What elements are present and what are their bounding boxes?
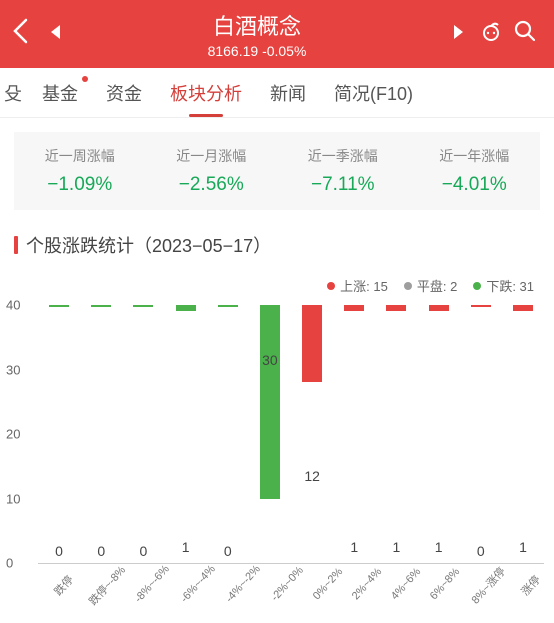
bar-col-11: 1 (502, 305, 544, 563)
tab-0[interactable]: 基金 (28, 68, 92, 117)
bar-chart: 00010301211101 跌停跌停~-8%-8%~-6%-6%~-4%-4%… (38, 303, 544, 603)
bar-col-10: 0 (460, 305, 502, 563)
bar-col-5: 30 (249, 305, 291, 563)
legend-down: 下跌: 31 (473, 276, 534, 295)
x-axis: 跌停跌停~-8%-8%~-6%-6%~-4%-4%~-2%-2%~0%0%~2%… (38, 563, 544, 603)
tab-4[interactable]: 简况(F10) (320, 68, 427, 117)
index-subtitle: 8166.19 -0.05% (70, 43, 444, 59)
robot-icon[interactable] (474, 20, 508, 49)
bar-col-7: 1 (333, 305, 375, 563)
top-bar: 白酒概念 8166.19 -0.05% (0, 0, 554, 68)
tab-3[interactable]: 新闻 (256, 68, 320, 117)
stat-0: 近一周涨幅−1.09% (14, 146, 146, 196)
chart-legend: 上涨: 15 平盘: 2 下跌: 31 (0, 276, 534, 295)
stat-1: 近一月涨幅−2.56% (146, 146, 278, 196)
bar-col-8: 1 (375, 305, 417, 563)
bar-col-6: 12 (291, 305, 333, 563)
swatch-up (327, 282, 335, 290)
search-icon[interactable] (508, 19, 542, 50)
bar-col-3: 1 (165, 305, 207, 563)
swatch-down (473, 282, 481, 290)
next-icon[interactable] (444, 23, 474, 46)
page-title: 白酒概念 (70, 9, 444, 41)
tab-2[interactable]: 板块分析 (156, 68, 256, 117)
legend-up: 上涨: 15 (327, 276, 388, 295)
tab-bar: 殳 基金资金板块分析新闻简况(F10) (0, 68, 554, 118)
swatch-flat (404, 282, 412, 290)
period-stats: 近一周涨幅−1.09%近一月涨幅−2.56%近一季涨幅−7.11%近一年涨幅−4… (14, 132, 540, 210)
tab-partial[interactable]: 殳 (4, 68, 28, 117)
back-icon[interactable] (12, 18, 40, 51)
bar-col-1: 0 (80, 305, 122, 563)
legend-flat: 平盘: 2 (404, 276, 457, 295)
bar-col-4: 0 (207, 305, 249, 563)
bar-col-0: 0 (38, 305, 80, 563)
tab-1[interactable]: 资金 (92, 68, 156, 117)
prev-icon[interactable] (40, 23, 70, 46)
stat-2: 近一季涨幅−7.11% (277, 146, 409, 196)
bar-col-9: 1 (418, 305, 460, 563)
title-block: 白酒概念 8166.19 -0.05% (70, 9, 444, 59)
stat-3: 近一年涨幅−4.01% (409, 146, 541, 196)
section-title: 个股涨跌统计（2023−05−17） (14, 232, 540, 258)
bar-col-2: 0 (122, 305, 164, 563)
bars-area: 00010301211101 (38, 305, 544, 563)
